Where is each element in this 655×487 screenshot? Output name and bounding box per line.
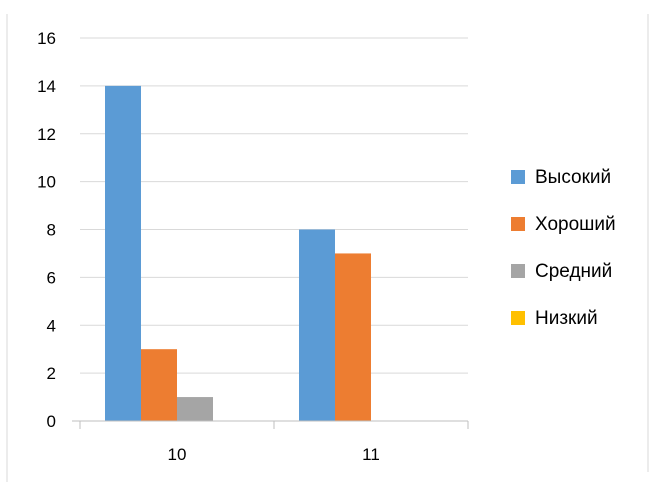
legend-label: Низкий [535,308,598,329]
y-tick-label: 8 [47,221,56,240]
bar-1-cat-11 [299,229,335,421]
bar-1-cat-10 [105,85,141,421]
legend-label: Хороший [535,214,616,235]
y-tick-label: 14 [37,77,56,96]
legend: Высокий Хороший Средний Низкий [511,167,616,329]
x-tick-label: 11 [362,445,380,464]
legend-swatch [511,311,525,325]
y-tick-label: 12 [37,125,56,144]
y-tick-label: 4 [47,316,56,335]
y-tick-label: 0 [47,412,56,431]
y-tick-label: 16 [37,29,56,48]
y-tick-label: 10 [37,173,56,192]
bar-2-cat-11 [335,253,371,421]
y-tick-label: 6 [47,268,56,287]
bar-3-cat-10 [177,397,213,421]
legend-swatch [511,264,525,278]
legend-label: Средний [535,261,612,282]
bars [105,85,371,421]
axes: 0 2 4 6 8 10 12 14 16 10 11 [37,29,469,464]
x-tick-label: 10 [168,445,187,464]
y-tick-label: 2 [47,364,56,383]
legend-swatch [511,217,525,231]
bar-2-cat-10 [141,349,177,421]
legend-label: Высокий [535,167,611,188]
legend-swatch [511,170,525,184]
